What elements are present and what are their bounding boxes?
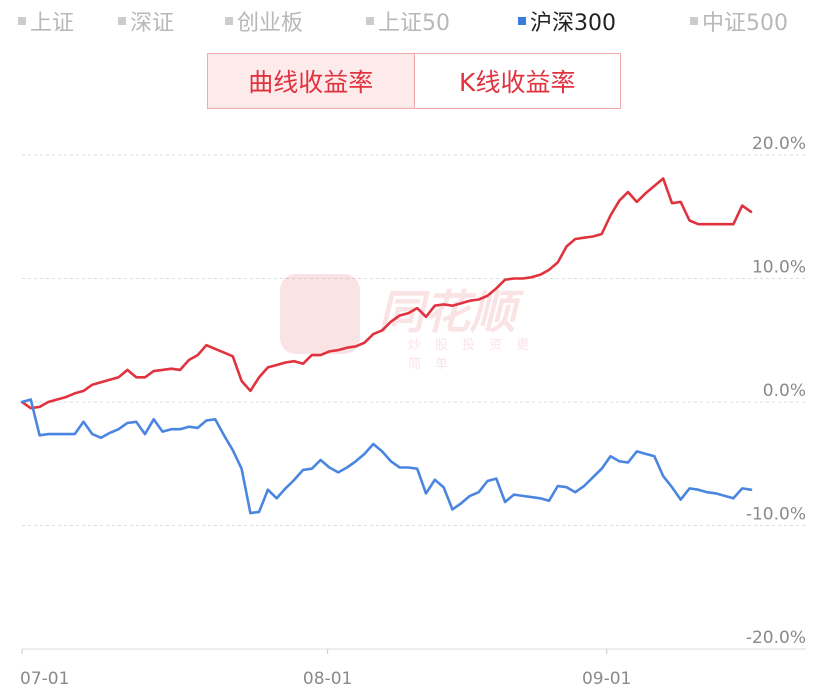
legend-swatch-icon bbox=[18, 17, 26, 25]
legend-item-sse50[interactable]: 上证50 bbox=[366, 5, 450, 37]
y-tick-label: 10.0% bbox=[752, 258, 806, 278]
curve-return-tab[interactable]: 曲线收益率 bbox=[208, 54, 414, 108]
legend-item-csi500[interactable]: 中证500 bbox=[690, 5, 788, 37]
y-tick-label: 0.0% bbox=[763, 381, 806, 401]
kline-return-tab[interactable]: K线收益率 bbox=[413, 54, 621, 108]
watermark: 同花顺 炒股投资更简单 bbox=[280, 272, 560, 372]
x-tick-label: 07-01 bbox=[20, 669, 69, 689]
chart-mode-toggle: 曲线收益率 K线收益率 bbox=[207, 53, 621, 109]
csi300-return-line bbox=[20, 398, 753, 515]
y-tick-label: -20.0% bbox=[746, 628, 806, 648]
index-legend: 上证 深证 创业板 上证50 沪深300 中证500 bbox=[0, 0, 828, 36]
legend-swatch-icon bbox=[118, 17, 126, 25]
legend-label: 沪深300 bbox=[530, 11, 616, 36]
legend-label: 上证50 bbox=[378, 11, 450, 36]
watermark-brand: 同花顺 bbox=[378, 285, 516, 339]
legend-swatch-icon bbox=[690, 17, 698, 25]
legend-label: 上证 bbox=[30, 11, 75, 36]
watermark-tagline: 炒股投资更简单 bbox=[408, 338, 544, 372]
legend-item-shenzhen[interactable]: 深证 bbox=[118, 5, 174, 37]
y-tick-label: 20.0% bbox=[752, 134, 806, 154]
legend-swatch-icon bbox=[518, 17, 526, 25]
legend-item-csi300[interactable]: 沪深300 bbox=[518, 5, 616, 37]
candlestick-logo-icon bbox=[280, 274, 360, 354]
legend-label: 深证 bbox=[130, 11, 175, 36]
strategy-return-line bbox=[20, 177, 753, 410]
legend-item-shanghai[interactable]: 上证 bbox=[18, 5, 74, 37]
legend-item-chinext[interactable]: 创业板 bbox=[225, 5, 303, 37]
legend-label: 创业板 bbox=[237, 11, 304, 36]
x-tick-label: 08-01 bbox=[303, 669, 352, 689]
legend-swatch-icon bbox=[225, 17, 233, 25]
y-tick-label: -10.0% bbox=[746, 505, 806, 525]
x-tick-label: 09-01 bbox=[582, 669, 631, 689]
legend-swatch-icon bbox=[366, 17, 374, 25]
legend-label: 中证500 bbox=[702, 11, 788, 36]
